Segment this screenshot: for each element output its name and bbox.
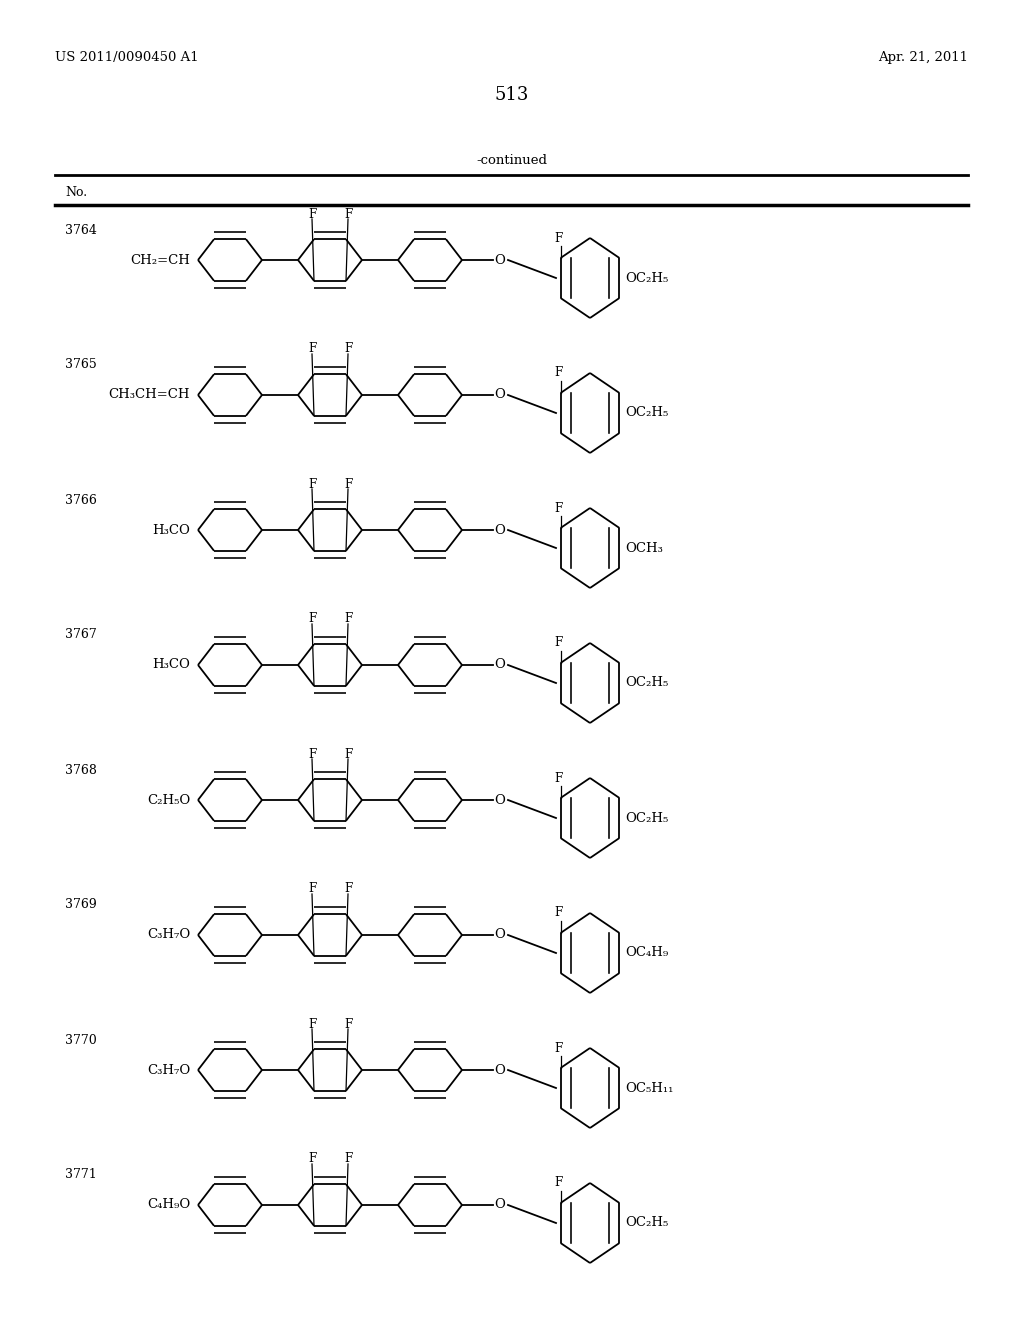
Text: No.: No. [65,186,87,198]
Text: F: F [344,1152,352,1166]
Text: F: F [344,747,352,760]
Text: C₄H₉O: C₄H₉O [146,1199,190,1212]
Text: O: O [495,1064,506,1077]
Text: F: F [554,502,562,515]
Text: OC₂H₅: OC₂H₅ [626,272,669,285]
Text: F: F [554,636,562,649]
Text: 3770: 3770 [65,1034,96,1047]
Text: F: F [344,478,352,491]
Text: 3765: 3765 [65,359,96,371]
Text: 3766: 3766 [65,494,97,507]
Text: F: F [308,478,316,491]
Text: F: F [308,207,316,220]
Text: F: F [554,367,562,380]
Text: C₃H₇O: C₃H₇O [146,928,190,941]
Text: C₂H₅O: C₂H₅O [146,793,190,807]
Text: C₃H₇O: C₃H₇O [146,1064,190,1077]
Text: Apr. 21, 2011: Apr. 21, 2011 [878,51,968,65]
Text: O: O [495,1199,506,1212]
Text: F: F [554,1041,562,1055]
Text: O: O [495,928,506,941]
Text: US 2011/0090450 A1: US 2011/0090450 A1 [55,51,199,65]
Text: F: F [308,612,316,626]
Text: F: F [308,1018,316,1031]
Text: OCH₃: OCH₃ [626,541,664,554]
Text: 3771: 3771 [65,1168,96,1181]
Text: F: F [344,207,352,220]
Text: 3764: 3764 [65,223,97,236]
Text: CH₃CH=CH: CH₃CH=CH [109,388,190,401]
Text: O: O [495,524,506,536]
Text: CH₂=CH: CH₂=CH [130,253,190,267]
Text: F: F [308,883,316,895]
Text: F: F [308,1152,316,1166]
Text: OC₂H₅: OC₂H₅ [626,407,669,420]
Text: 3768: 3768 [65,763,97,776]
Text: F: F [344,883,352,895]
Text: F: F [554,1176,562,1189]
Text: F: F [344,612,352,626]
Text: OC₅H₁₁: OC₅H₁₁ [626,1081,674,1094]
Text: F: F [554,231,562,244]
Text: F: F [308,342,316,355]
Text: 3769: 3769 [65,899,96,912]
Text: O: O [495,793,506,807]
Text: 3767: 3767 [65,628,96,642]
Text: F: F [554,907,562,920]
Text: O: O [495,388,506,401]
Text: O: O [495,659,506,672]
Text: OC₂H₅: OC₂H₅ [626,676,669,689]
Text: H₃CO: H₃CO [153,524,190,536]
Text: OC₂H₅: OC₂H₅ [626,812,669,825]
Text: H₃CO: H₃CO [153,659,190,672]
Text: F: F [308,747,316,760]
Text: F: F [344,342,352,355]
Text: OC₂H₅: OC₂H₅ [626,1217,669,1229]
Text: 513: 513 [495,86,529,104]
Text: F: F [344,1018,352,1031]
Text: O: O [495,253,506,267]
Text: F: F [554,771,562,784]
Text: -continued: -continued [476,153,548,166]
Text: OC₄H₉: OC₄H₉ [626,946,669,960]
